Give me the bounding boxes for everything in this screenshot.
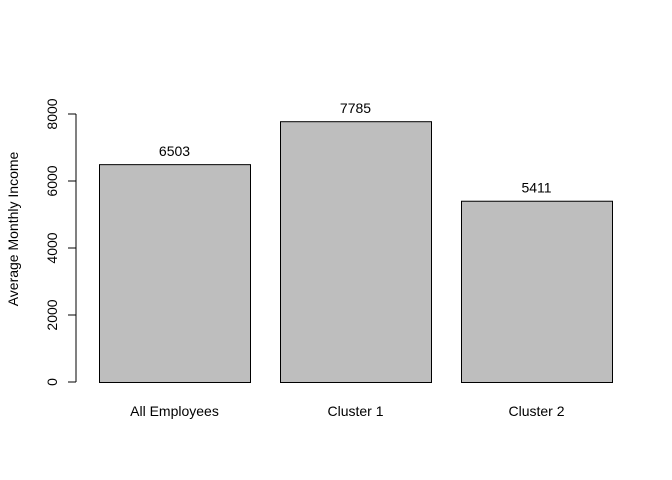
category-labels-group: All Employees Cluster 1 Cluster 2 bbox=[130, 403, 565, 419]
y-tick-label: 2000 bbox=[44, 299, 60, 330]
bar-value-label: 7785 bbox=[340, 100, 371, 116]
bar bbox=[99, 164, 251, 383]
category-label: Cluster 2 bbox=[508, 403, 564, 419]
bar-value-label: 5411 bbox=[521, 180, 551, 196]
y-axis-label: Average Monthly Income bbox=[5, 151, 21, 306]
bar-value-label: 6503 bbox=[159, 143, 190, 159]
y-tick-label: 6000 bbox=[44, 165, 60, 196]
y-tick-label: 0 bbox=[44, 378, 60, 386]
bar bbox=[461, 200, 613, 383]
data-labels-group: 6503 7785 5411 bbox=[159, 100, 552, 196]
y-tick-label: 4000 bbox=[44, 232, 60, 263]
y-tick-label: 8000 bbox=[44, 98, 60, 129]
category-label: Cluster 1 bbox=[327, 403, 383, 419]
bars-group bbox=[99, 121, 613, 383]
category-label: All Employees bbox=[130, 403, 219, 419]
y-axis: 0 2000 4000 6000 8000 bbox=[44, 98, 77, 386]
bar bbox=[280, 121, 432, 383]
